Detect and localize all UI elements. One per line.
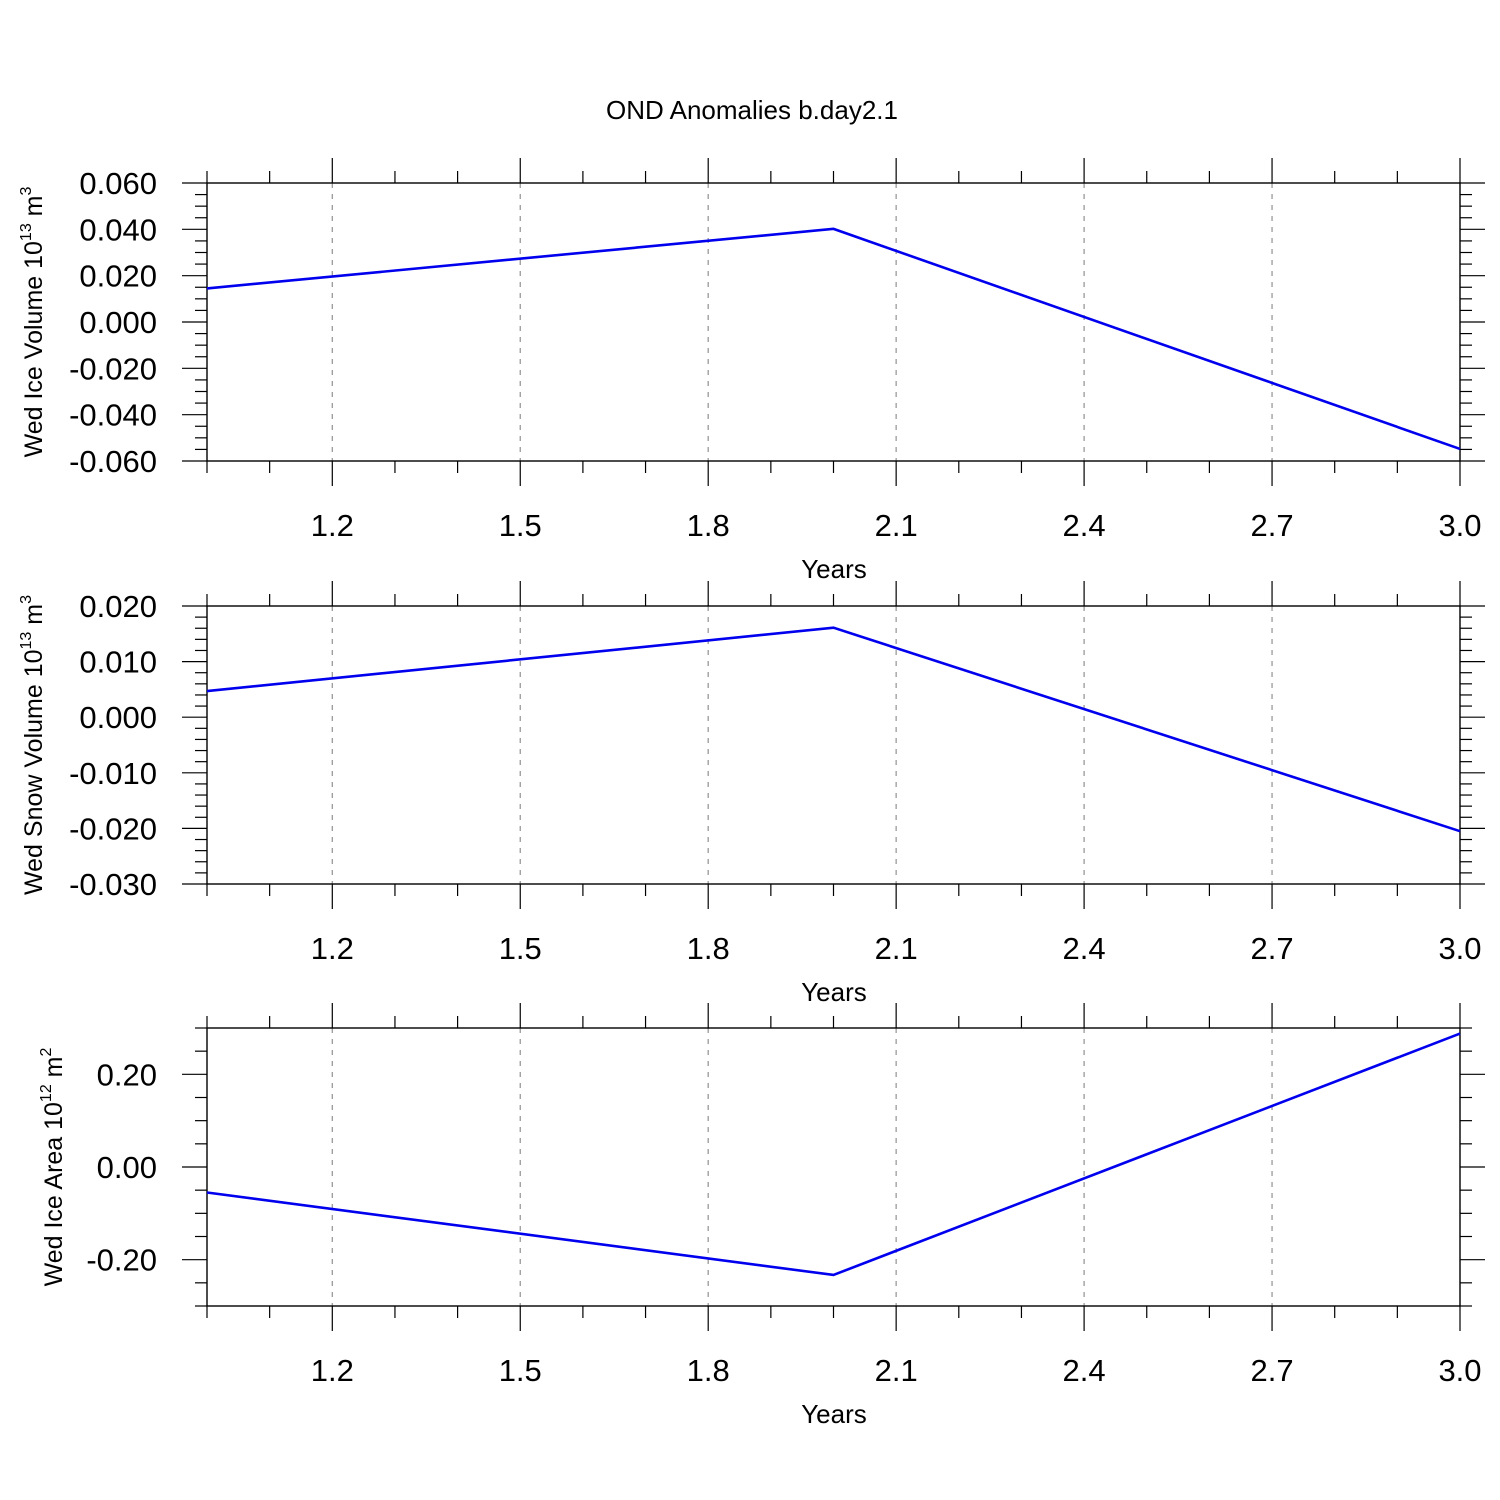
y-tick-label: 0.010 [79, 645, 157, 680]
plot-panel-2: -0.030 -0.020 -0.010 0.000 0.010 0.020 1.2 1.5 1… [18, 581, 1485, 1007]
y-tick-label: -0.040 [69, 398, 157, 433]
y-axis-label: Wed Ice Volume 1013 m3 [18, 186, 48, 457]
x-tick-label: 1.2 [311, 508, 354, 543]
y-axis-label-part: 13 [18, 632, 35, 650]
x-tick-label: 2.7 [1250, 931, 1293, 966]
plot-panel-3: -0.20 0.00 0.20 1.2 1.5 1.8 2.1 2.4 2.7 3.0 Years W… [38, 1003, 1485, 1429]
y-tick-label: 0.000 [79, 700, 157, 735]
x-tick-label: 1.2 [311, 1353, 354, 1388]
y-axis-label-part: m [40, 1056, 68, 1084]
x-tick-label: 2.4 [1063, 508, 1106, 543]
y-axis-label-part: 12 [38, 1084, 55, 1102]
y-axis-label-part: 2 [38, 1047, 55, 1056]
x-tick-label: 1.5 [499, 508, 542, 543]
x-tick-label: 1.8 [687, 931, 730, 966]
y-tick-label: -0.030 [69, 867, 157, 902]
y-tick-label: 0.000 [79, 305, 157, 340]
y-axis-label-part: m [20, 604, 48, 632]
y-tick-label: -0.020 [69, 811, 157, 846]
y-tick-label: 0.020 [79, 589, 157, 624]
y-tick-label: 0.00 [97, 1150, 157, 1185]
x-tick-label: 2.7 [1250, 1353, 1293, 1388]
y-axis-label-part: 3 [18, 595, 35, 604]
y-axis-label: Wed Snow Volume 1013 m3 [18, 595, 48, 895]
y-tick-label: -0.20 [86, 1243, 157, 1278]
y-tick-label: -0.060 [69, 444, 157, 479]
x-tick-label: 1.5 [499, 1353, 542, 1388]
chart-title: OND Anomalies b.day2.1 [606, 95, 898, 125]
x-tick-label: 1.8 [687, 508, 730, 543]
x-tick-label: 2.7 [1250, 508, 1293, 543]
y-axis-label: Wed Ice Area 1012 m2 [38, 1047, 68, 1286]
x-tick-label: 2.4 [1063, 931, 1106, 966]
y-axis-label-part: Wed Ice Area 10 [40, 1102, 68, 1286]
x-tick-label: 2.4 [1063, 1353, 1106, 1388]
y-tick-label: 0.020 [79, 259, 157, 294]
x-axis-label: Years [801, 1399, 867, 1429]
y-axis-label-part: 3 [18, 186, 35, 195]
plot-panel-1: -0.060 -0.040 -0.020 0.000 0.020 0.040 0.060 1.… [18, 158, 1485, 584]
x-tick-label: 3.0 [1438, 931, 1481, 966]
y-tick-label: 0.060 [79, 166, 157, 201]
plot-frame [206, 182, 1461, 462]
plot-frame [206, 1027, 1461, 1307]
y-tick-label: -0.010 [69, 756, 157, 791]
x-tick-label: 3.0 [1438, 1353, 1481, 1388]
x-tick-label: 2.1 [875, 931, 918, 966]
y-tick-label: 0.040 [79, 212, 157, 247]
y-tick-label: -0.020 [69, 351, 157, 386]
x-tick-label: 1.2 [311, 931, 354, 966]
y-axis-label-part: Wed Ice Volume 10 [20, 241, 48, 457]
x-tick-label: 2.1 [875, 508, 918, 543]
y-axis-label-part: 13 [18, 223, 35, 241]
x-tick-label: 1.5 [499, 931, 542, 966]
plot-frame [206, 605, 1461, 885]
y-tick-label: 0.20 [97, 1057, 157, 1092]
x-tick-label: 3.0 [1438, 508, 1481, 543]
x-tick-label: 2.1 [875, 1353, 918, 1388]
y-axis-label-part: Wed Snow Volume 10 [20, 649, 48, 895]
y-axis-label-part: m [20, 195, 48, 223]
x-axis-label: Years [801, 977, 867, 1007]
x-axis-label: Years [801, 554, 867, 584]
x-tick-label: 1.8 [687, 1353, 730, 1388]
